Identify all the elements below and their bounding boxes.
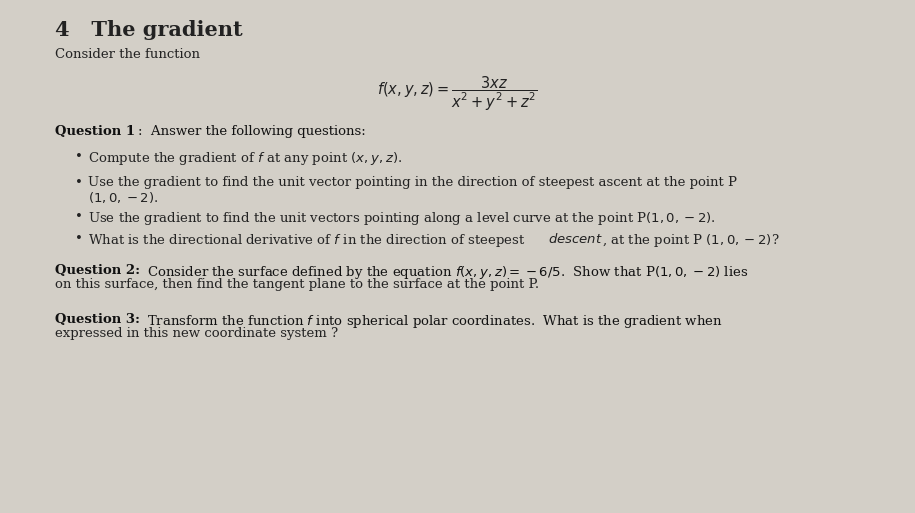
Text: Question 3:: Question 3: xyxy=(55,313,140,326)
Text: Consider the function: Consider the function xyxy=(55,48,200,61)
Text: Transform the function $f$ into spherical polar coordinates.  What is the gradie: Transform the function $f$ into spherica… xyxy=(147,313,723,330)
Text: What is the directional derivative of $f$ in the direction of steepest: What is the directional derivative of $f… xyxy=(88,232,526,249)
Text: Compute the gradient of $f$ at any point $(x, y, z)$.: Compute the gradient of $f$ at any point… xyxy=(88,150,403,167)
Text: •: • xyxy=(75,232,83,245)
Text: $f(x, y, z) = \dfrac{3xz}{x^2 + y^2 + z^2}$: $f(x, y, z) = \dfrac{3xz}{x^2 + y^2 + z^… xyxy=(377,75,537,113)
Text: •: • xyxy=(75,150,83,163)
Text: Consider the surface defined by the equation $f(x, y, z) = -6/5$.  Show that P$(: Consider the surface defined by the equa… xyxy=(147,264,748,281)
Text: Use the gradient to find the unit vector pointing in the direction of steepest a: Use the gradient to find the unit vector… xyxy=(88,176,737,189)
Text: Use the gradient to find the unit vectors pointing along a level curve at the po: Use the gradient to find the unit vector… xyxy=(88,210,716,227)
Text: 4   The gradient: 4 The gradient xyxy=(55,20,242,40)
Text: $\it{descent}$: $\it{descent}$ xyxy=(548,232,603,246)
Text: •: • xyxy=(75,176,83,189)
Text: on this surface, then find the tangent plane to the surface at the point P.: on this surface, then find the tangent p… xyxy=(55,278,539,291)
Text: $(1, 0, -2)$.: $(1, 0, -2)$. xyxy=(88,190,158,205)
Text: expressed in this new coordinate system ?: expressed in this new coordinate system … xyxy=(55,327,339,340)
Text: Question 2:: Question 2: xyxy=(55,264,140,277)
Text: :  Answer the following questions:: : Answer the following questions: xyxy=(138,125,366,138)
Text: •: • xyxy=(75,210,83,223)
Text: Question 1: Question 1 xyxy=(55,125,135,138)
Text: , at the point P $(1, 0, -2)$?: , at the point P $(1, 0, -2)$? xyxy=(602,232,780,249)
